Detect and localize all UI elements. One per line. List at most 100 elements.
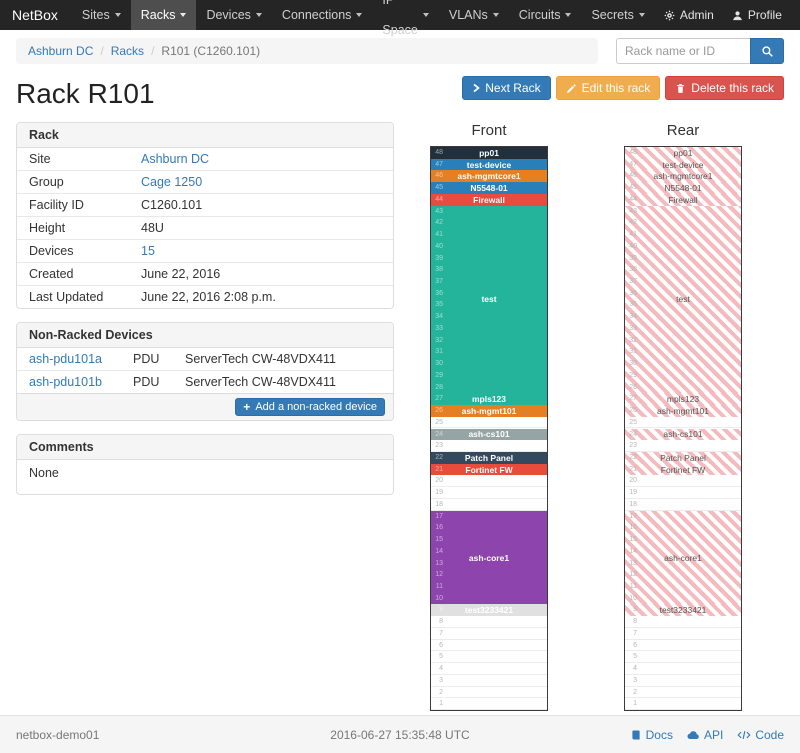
nav-admin[interactable]: Admin bbox=[655, 0, 723, 30]
device-label: ash-cs101 bbox=[663, 429, 703, 440]
device-ash-mgmtcore1-rear[interactable]: ash-mgmtcore1 bbox=[625, 170, 741, 183]
device-mpls123-front[interactable]: mpls123 bbox=[431, 393, 547, 406]
pencil-icon bbox=[566, 83, 577, 94]
rack-unit-3 bbox=[431, 674, 547, 687]
add-non-racked-device-button[interactable]: + Add a non-racked device bbox=[235, 398, 385, 416]
front-elevation-title: Front bbox=[471, 122, 507, 139]
user-menu: AdminProfileLog out bbox=[655, 0, 800, 30]
nav-item-circuits[interactable]: Circuits bbox=[509, 0, 582, 30]
trash-icon bbox=[675, 83, 686, 94]
delete-rack-label: Delete this rack bbox=[691, 81, 774, 95]
device-label: mpls123 bbox=[666, 394, 700, 405]
device-label: ash-mgmtcore1 bbox=[457, 171, 521, 182]
device-model-cell: ServerTech CW-48VDX411 bbox=[185, 375, 336, 389]
attribute-value-link[interactable]: Ashburn DC bbox=[141, 152, 210, 166]
device-ash-cs101-front[interactable]: ash-cs101 bbox=[431, 428, 547, 441]
attribute-value-link[interactable]: Cage 1250 bbox=[141, 175, 203, 189]
nav-profile[interactable]: Profile bbox=[723, 0, 791, 30]
device-label: Fortinet FW bbox=[465, 464, 513, 475]
device-test-front[interactable]: test bbox=[431, 205, 547, 394]
comments-body: None bbox=[29, 466, 59, 480]
device-label: ash-mgmt101 bbox=[461, 405, 517, 416]
device-test-device-rear[interactable]: test-device bbox=[625, 158, 741, 171]
rack-attributes: Site Ashburn DC Group Cage 1250 Facility ID C… bbox=[17, 148, 393, 308]
device-pp01-rear[interactable]: pp01 bbox=[625, 147, 741, 159]
footer-link-docs[interactable]: Docs bbox=[630, 728, 673, 742]
timestamp: 2016-06-27 15:35:48 UTC bbox=[330, 727, 470, 742]
nav-item-ip-space[interactable]: IP Space bbox=[372, 0, 438, 37]
rack-unit-6 bbox=[431, 639, 547, 652]
device-patch-panel-rear[interactable]: Patch Panel bbox=[625, 451, 741, 464]
device-n5548-01-front[interactable]: N5548-01 bbox=[431, 182, 547, 194]
nav-item-sites[interactable]: Sites bbox=[72, 0, 131, 30]
device-label: ash-mgmt101 bbox=[657, 405, 709, 416]
rack-unit-25 bbox=[625, 416, 741, 429]
rack-elevations: Front pp01 test-device ash-mgmtcore1 N5548-… bbox=[430, 122, 742, 711]
nav-item-racks[interactable]: Racks bbox=[130, 0, 197, 30]
non-racked-panel-title: Non-Racked Devices bbox=[17, 323, 393, 348]
nav-item-devices[interactable]: Devices bbox=[196, 0, 271, 30]
device-ash-mgmtcore1-front[interactable]: ash-mgmtcore1 bbox=[431, 170, 547, 183]
rack-unit-20 bbox=[431, 475, 547, 488]
rack-unit-2 bbox=[625, 686, 741, 699]
device-ash-mgmt101-front[interactable]: ash-mgmt101 bbox=[431, 405, 547, 417]
nav-item-vlans[interactable]: VLANs bbox=[439, 0, 509, 30]
caret-down-icon bbox=[356, 13, 363, 17]
breadcrumb-separator: / bbox=[100, 44, 104, 58]
rack-unit-4 bbox=[431, 663, 547, 675]
attribute-label: Last Updated bbox=[29, 290, 104, 304]
device-ash-mgmt101-rear[interactable]: ash-mgmt101 bbox=[625, 405, 741, 417]
device-pp01-front[interactable]: pp01 bbox=[431, 147, 547, 159]
device-label: ash-mgmtcore1 bbox=[653, 171, 713, 182]
nav-item-secrets[interactable]: Secrets bbox=[581, 0, 654, 30]
device-test3233421-front[interactable]: test3233421 bbox=[431, 604, 547, 617]
attribute-row-facility-id: Facility ID C1260.101 bbox=[17, 193, 393, 216]
device-patch-panel-front[interactable]: Patch Panel bbox=[431, 451, 547, 464]
breadcrumb-item-racks[interactable]: Racks bbox=[110, 44, 145, 58]
brand-link[interactable]: NetBox bbox=[12, 7, 58, 23]
attribute-value: 15 bbox=[129, 240, 393, 262]
search-input[interactable] bbox=[616, 38, 750, 64]
device-fortinet-fw-front[interactable]: Fortinet FW bbox=[431, 463, 547, 476]
device-label: test bbox=[481, 294, 497, 305]
device-firewall-front[interactable]: Firewall bbox=[431, 193, 547, 206]
attribute-label: Group bbox=[29, 175, 64, 189]
device-label: N5548-01 bbox=[470, 183, 508, 194]
device-ash-cs101-rear[interactable]: ash-cs101 bbox=[625, 428, 741, 441]
device-test-device-front[interactable]: test-device bbox=[431, 158, 547, 171]
device-name-link[interactable]: ash-pdu101b bbox=[29, 375, 102, 389]
search-button[interactable] bbox=[750, 38, 784, 64]
edit-rack-button[interactable]: Edit this rack bbox=[555, 76, 661, 100]
nav-item-connections[interactable]: Connections bbox=[272, 0, 373, 30]
device-label: Firewall bbox=[473, 194, 505, 205]
delete-rack-button[interactable]: Delete this rack bbox=[665, 76, 784, 100]
rack-unit-1 bbox=[431, 698, 547, 710]
device-ash-core1-rear[interactable]: ash-core1 bbox=[625, 510, 741, 605]
device-name-link[interactable]: ash-pdu101a bbox=[29, 352, 102, 366]
nav-log-out[interactable]: Log out bbox=[791, 0, 800, 30]
breadcrumb-item-ashburn-dc[interactable]: Ashburn DC bbox=[28, 44, 94, 58]
attribute-value: Cage 1250 bbox=[129, 171, 393, 193]
device-type-cell: PDU bbox=[133, 375, 160, 389]
device-mpls123-rear[interactable]: mpls123 bbox=[625, 393, 741, 406]
attribute-value-link[interactable]: 15 bbox=[141, 244, 155, 258]
attribute-row-created: Created June 22, 2016 bbox=[17, 262, 393, 285]
non-racked-rows: ash-pdu101a PDU ServerTech CW-48VDX411 ash-… bbox=[17, 348, 393, 393]
rack-unit-23 bbox=[431, 440, 547, 452]
device-label: pp01 bbox=[479, 147, 499, 158]
footer-link-code[interactable]: Code bbox=[737, 728, 784, 742]
footer-link-api[interactable]: API bbox=[687, 728, 723, 742]
device-ash-core1-front[interactable]: ash-core1 bbox=[431, 510, 547, 605]
device-test3233421-rear[interactable]: test3233421 bbox=[625, 604, 741, 617]
caret-down-icon bbox=[565, 13, 572, 17]
device-name-cell: ash-pdu101a bbox=[17, 348, 129, 370]
device-label: Patch Panel bbox=[464, 452, 514, 463]
breadcrumb-separator: / bbox=[151, 44, 155, 58]
device-test-rear[interactable]: test bbox=[625, 205, 741, 394]
device-label: ash-core1 bbox=[468, 552, 510, 563]
next-rack-button[interactable]: Next Rack bbox=[462, 76, 551, 100]
rack-unit-1 bbox=[625, 698, 741, 710]
device-n5548-01-rear[interactable]: N5548-01 bbox=[625, 182, 741, 194]
device-firewall-rear[interactable]: Firewall bbox=[625, 193, 741, 206]
device-fortinet-fw-rear[interactable]: Fortinet FW bbox=[625, 463, 741, 476]
